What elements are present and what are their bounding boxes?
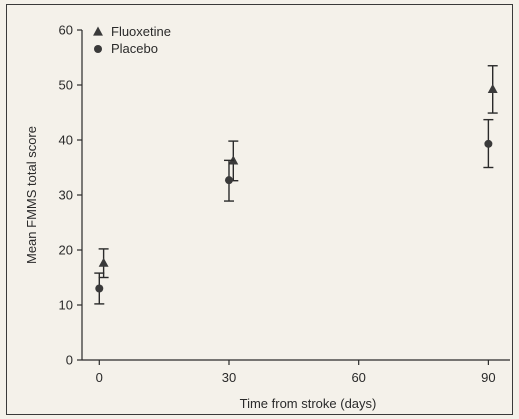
y-tick-label: 60 — [59, 23, 73, 38]
data-point-circle — [224, 176, 233, 185]
chart-frame — [6, 4, 513, 415]
y-tick-label: 40 — [59, 133, 73, 148]
y-tick-label: 30 — [59, 188, 73, 203]
y-tick-label: 10 — [59, 298, 73, 313]
y-axis-label: Mean FMMS total score — [24, 126, 39, 264]
data-point-circle — [484, 139, 493, 148]
legend-triangle-marker — [93, 26, 103, 36]
y-tick-label: 0 — [66, 353, 73, 368]
x-tick-label: 90 — [481, 370, 495, 385]
legend-item-placebo: Placebo — [94, 41, 158, 56]
legend-label-fluoxetine: Fluoxetine — [111, 24, 171, 39]
legend: Fluoxetine Placebo — [93, 24, 171, 56]
data-point-triangle — [487, 83, 498, 93]
x-tick-label: 30 — [222, 370, 236, 385]
x-tick-label: 0 — [96, 370, 103, 385]
legend-item-fluoxetine: Fluoxetine — [93, 24, 171, 39]
data-point-triangle — [98, 257, 109, 267]
y-tick-label: 50 — [59, 78, 73, 93]
y-tick-label: 20 — [59, 243, 73, 258]
x-tick-label: 60 — [351, 370, 365, 385]
plot-series — [94, 65, 498, 305]
legend-circle-marker — [94, 45, 102, 53]
series-fluoxetine — [98, 65, 498, 279]
series-placebo — [94, 118, 494, 305]
data-point-circle — [95, 284, 104, 293]
x-axis-label: Time from stroke (days) — [240, 396, 377, 411]
x-axis-ticks: 0 30 60 90 — [96, 360, 496, 385]
legend-label-placebo: Placebo — [111, 41, 158, 56]
y-axis-ticks: 0 10 20 30 40 50 60 — [59, 23, 82, 368]
